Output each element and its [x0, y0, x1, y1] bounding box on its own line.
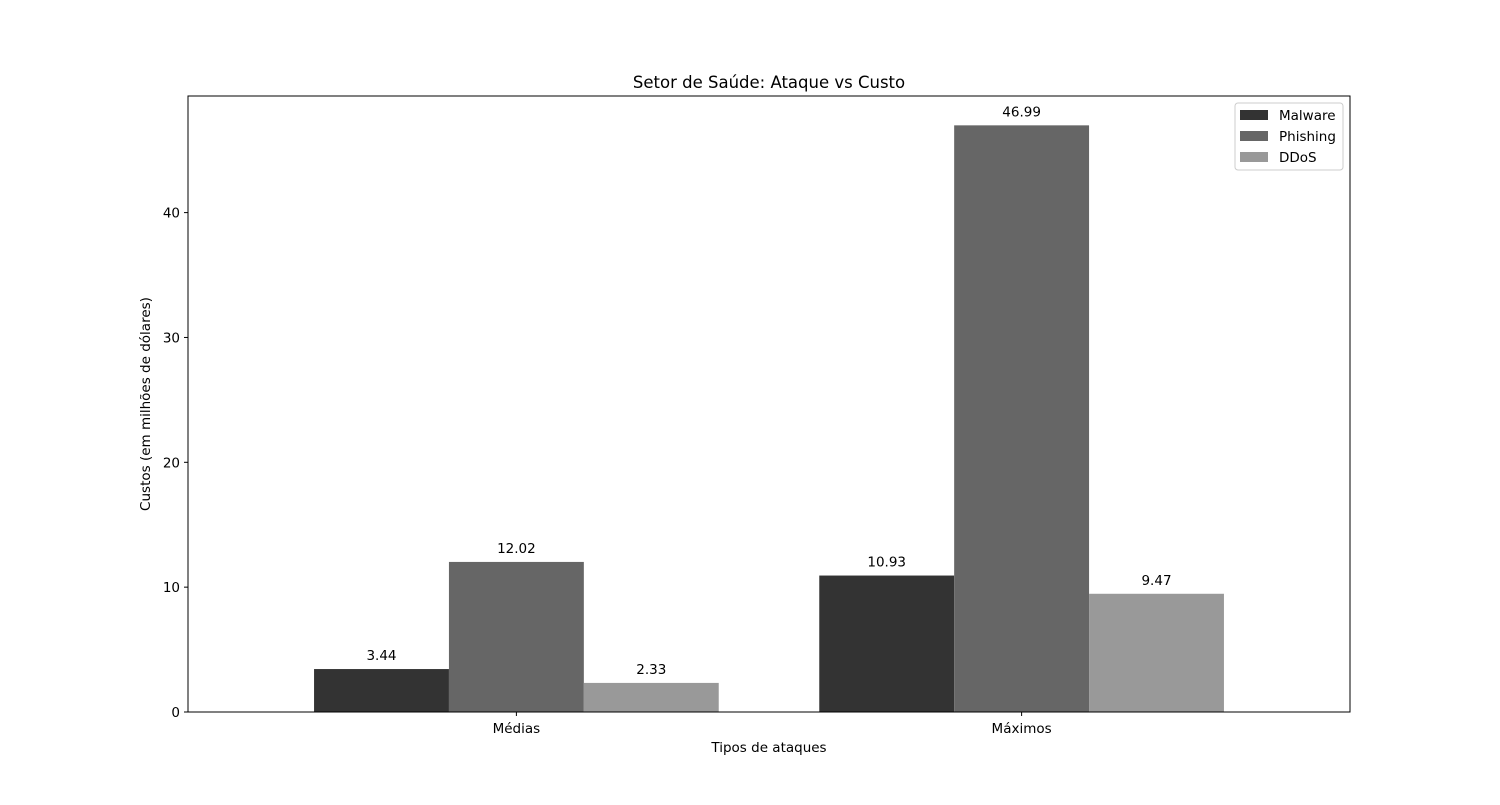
value-label-phishing-1: 46.99 [1002, 104, 1041, 120]
value-label-malware-1: 10.93 [867, 555, 906, 571]
y-tick-label: 10 [163, 580, 180, 596]
y-tick-label: 20 [163, 455, 180, 471]
legend-swatch-phishing [1240, 131, 1268, 141]
bar-phishing-0 [448, 561, 584, 712]
legend-swatch-ddos [1240, 152, 1268, 162]
value-label-ddos-1: 9.47 [1141, 573, 1171, 589]
legend-label-ddos: DDoS [1279, 150, 1317, 166]
bar-malware-0 [314, 669, 449, 712]
y-tick-label: 30 [163, 330, 180, 346]
value-label-phishing-0: 12.02 [497, 541, 536, 557]
legend: Malware Phishing DDoS [1234, 102, 1344, 171]
bar-malware-1 [819, 575, 955, 712]
x-tick-label: Médias [493, 721, 541, 737]
x-tick-label: Máximos [992, 721, 1052, 737]
x-axis-label: Tipos de ataques [710, 740, 826, 756]
value-labels-layer: 3.44 10.93 12.02 46.99 2.33 9.47 [366, 104, 1171, 678]
legend-label-malware: Malware [1279, 108, 1336, 124]
chart-title: Setor de Saúde: Ataque vs Custo [633, 73, 905, 92]
y-axis-label: Custos (em milhões de dólares) [138, 297, 154, 511]
y-tick-label: 40 [163, 206, 180, 222]
value-label-ddos-0: 2.33 [636, 662, 666, 678]
plot-frame [187, 95, 1351, 713]
legend-label-phishing: Phishing [1279, 129, 1336, 145]
bar-ddos-0 [583, 682, 719, 712]
y-tick-label: 0 [171, 705, 180, 721]
bar-phishing-1 [954, 125, 1090, 712]
bars-layer [314, 125, 1224, 712]
legend-swatch-malware [1240, 110, 1268, 120]
value-label-malware-0: 3.44 [366, 648, 396, 664]
axes-layer: 0 10 20 30 40 Médias Máximos [163, 95, 1351, 737]
bar-ddos-1 [1089, 593, 1224, 712]
